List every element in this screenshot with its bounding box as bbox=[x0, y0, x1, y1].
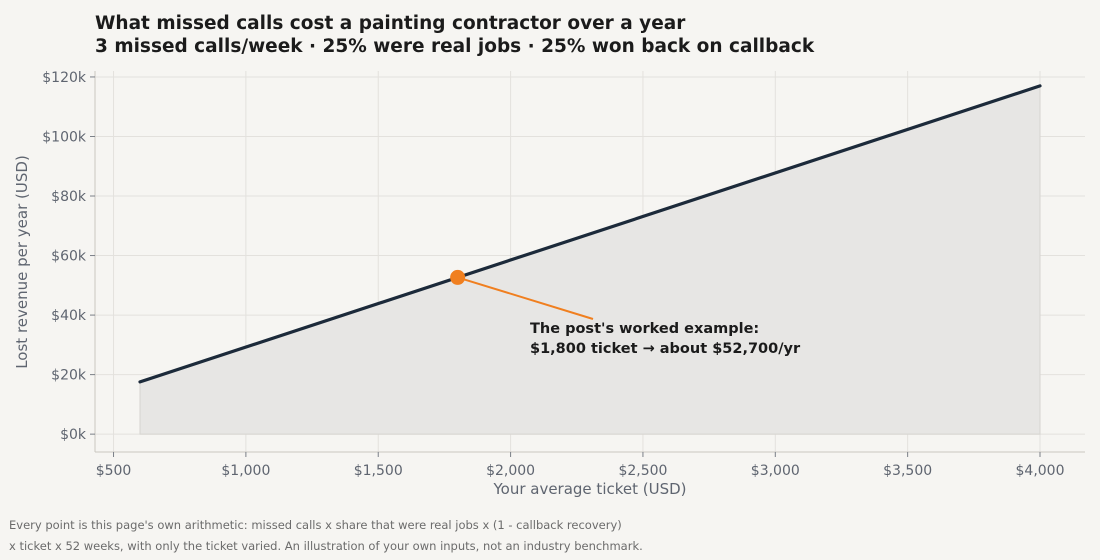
highlight-point bbox=[450, 269, 466, 285]
chart-title: What missed calls cost a painting contra… bbox=[95, 13, 686, 34]
y-tick-label: $100k bbox=[42, 129, 87, 145]
series-line bbox=[138, 84, 1042, 384]
chart-title-block: What missed calls cost a painting contra… bbox=[95, 12, 814, 58]
y-tick-label: $120k bbox=[42, 70, 87, 86]
y-tick-label: $20k bbox=[51, 368, 87, 384]
x-tick-label: $2,000 bbox=[486, 463, 535, 479]
x-tick-label: $4,000 bbox=[1016, 463, 1065, 479]
axis-ticks: $500 $1,000 $1,500 $2,000 $2,500 $3,000 $3,500… bbox=[42, 70, 1064, 479]
annotation: The post's worked example: $1,800 ticket… bbox=[530, 320, 800, 359]
y-axis-label: Lost revenue per year (USD) bbox=[13, 155, 31, 369]
annotation-line-1: The post's worked example: bbox=[530, 321, 760, 337]
y-tick-label: $40k bbox=[51, 308, 87, 324]
x-tick-label: $3,000 bbox=[751, 463, 800, 479]
y-tick-label: $80k bbox=[51, 189, 87, 205]
footnote-line-1: Every point is this page's own arithmeti… bbox=[9, 518, 622, 532]
y-tick-label: $0k bbox=[60, 427, 87, 443]
x-tick-label: $1,500 bbox=[354, 463, 403, 479]
y-tick-label: $60k bbox=[51, 249, 87, 265]
x-tick-label: $3,500 bbox=[883, 463, 932, 479]
x-tick-label: $500 bbox=[96, 463, 132, 479]
annotation-line-2: $1,800 ticket → about $52,700/yr bbox=[530, 340, 801, 357]
x-tick-label: $2,500 bbox=[618, 463, 667, 479]
chart-subtitle: 3 missed calls/week · 25% were real jobs… bbox=[95, 36, 815, 57]
annotation-leader-line bbox=[457, 276, 594, 320]
footnote-line-2: x ticket x 52 weeks, with only the ticke… bbox=[9, 539, 643, 553]
axes bbox=[94, 71, 1085, 453]
x-axis-label: Your average ticket (USD) bbox=[492, 480, 686, 498]
footnote: Every point is this page's own arithmeti… bbox=[9, 515, 643, 557]
x-tick-label: $1,000 bbox=[221, 463, 270, 479]
